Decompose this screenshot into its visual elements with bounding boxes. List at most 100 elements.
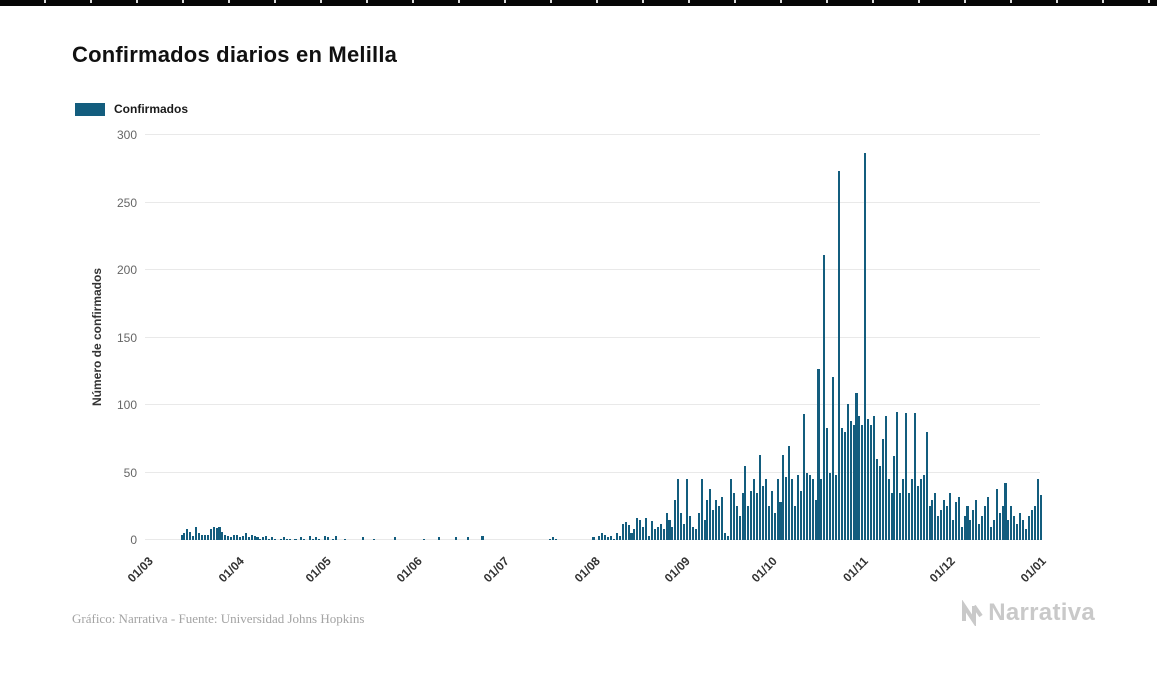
bar xyxy=(913,413,916,540)
bar xyxy=(756,492,759,540)
bar xyxy=(642,526,645,540)
bar xyxy=(995,488,998,540)
bar xyxy=(1024,529,1027,540)
bar xyxy=(209,529,212,540)
gridline xyxy=(145,269,1040,271)
bar xyxy=(685,479,689,540)
x-tick-label: 01/12 xyxy=(926,554,959,586)
bar xyxy=(905,413,908,540)
bar xyxy=(215,527,218,540)
bar xyxy=(189,531,192,540)
bar xyxy=(630,533,633,540)
gridline xyxy=(145,134,1040,135)
bar xyxy=(729,479,732,540)
bar xyxy=(899,492,902,540)
bar xyxy=(206,534,209,540)
bar xyxy=(697,513,700,540)
bar xyxy=(481,535,484,540)
top-strip xyxy=(0,0,1157,6)
bar xyxy=(872,415,876,540)
bar xyxy=(671,526,674,540)
bar xyxy=(598,535,601,540)
bar xyxy=(1019,513,1022,540)
bar xyxy=(753,479,756,540)
bar xyxy=(969,519,972,540)
bar xyxy=(954,502,957,540)
bar xyxy=(773,513,776,540)
bar xyxy=(703,519,706,540)
narrativa-logo-icon xyxy=(962,600,983,626)
bar xyxy=(437,537,440,540)
bar xyxy=(1010,506,1013,540)
bar xyxy=(300,537,303,540)
bar xyxy=(998,513,1001,540)
bar xyxy=(303,538,306,540)
bar xyxy=(636,518,639,540)
bar xyxy=(767,506,770,540)
bar xyxy=(309,535,312,540)
bar xyxy=(706,499,709,540)
bar xyxy=(224,534,227,540)
bar xyxy=(837,171,840,540)
bar xyxy=(688,515,691,540)
bar xyxy=(946,506,949,540)
bar xyxy=(656,526,659,540)
bar xyxy=(761,486,764,540)
bar xyxy=(1001,506,1004,540)
bar xyxy=(960,526,963,540)
bar xyxy=(236,534,239,540)
bar xyxy=(361,537,364,540)
bar xyxy=(212,526,215,540)
bar xyxy=(992,519,995,540)
gridline xyxy=(145,336,1040,338)
bar xyxy=(981,515,984,540)
bar xyxy=(612,538,615,540)
bar xyxy=(633,529,636,540)
legend: Confirmados xyxy=(75,102,188,116)
bar xyxy=(683,523,686,540)
bar xyxy=(648,535,651,540)
bar xyxy=(808,475,811,540)
bar xyxy=(978,523,981,540)
bar xyxy=(843,432,846,540)
bar xyxy=(986,496,989,540)
y-tick-label: 200 xyxy=(116,263,137,278)
bar xyxy=(957,496,960,540)
bar xyxy=(691,526,694,540)
bar xyxy=(218,526,221,540)
bar xyxy=(674,499,677,540)
bar xyxy=(607,537,610,540)
x-tick-label: 01/11 xyxy=(839,554,871,585)
bar xyxy=(893,456,896,540)
bar xyxy=(802,414,805,540)
bar xyxy=(738,515,741,540)
bar xyxy=(805,472,808,540)
bar xyxy=(1004,483,1007,540)
bar xyxy=(271,537,274,540)
bar xyxy=(282,537,285,540)
bar xyxy=(604,534,607,540)
bar xyxy=(200,534,203,540)
bar xyxy=(940,510,943,540)
bar xyxy=(908,492,911,540)
bar xyxy=(592,537,595,540)
bar xyxy=(221,531,224,540)
bar xyxy=(662,529,665,540)
bar xyxy=(832,376,835,540)
bar xyxy=(455,537,458,540)
bar xyxy=(680,513,683,540)
bar xyxy=(601,533,604,540)
bar xyxy=(247,537,250,540)
y-tick-label: 100 xyxy=(116,398,137,413)
bar xyxy=(922,475,925,540)
gridline xyxy=(145,201,1040,203)
bar xyxy=(1022,519,1025,540)
gridline xyxy=(145,404,1040,406)
bar xyxy=(864,152,867,540)
bar xyxy=(195,526,198,540)
bar xyxy=(791,479,794,540)
x-tick-label: 01/05 xyxy=(303,554,335,586)
bar xyxy=(393,537,396,540)
bar xyxy=(700,479,703,540)
bar xyxy=(861,425,864,540)
